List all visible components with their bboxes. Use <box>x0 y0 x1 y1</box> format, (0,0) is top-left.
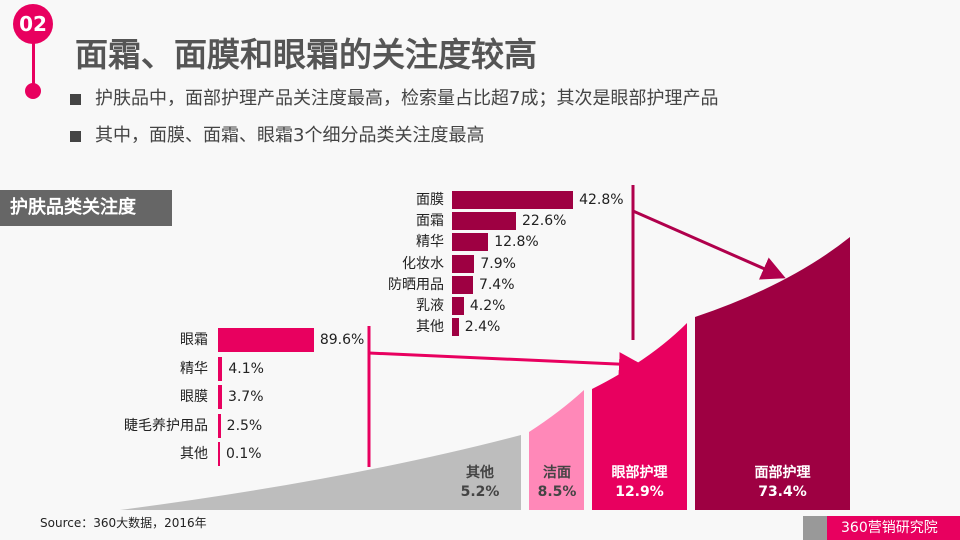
bar-row: 眼膜 3.7% <box>0 385 264 409</box>
bar-value: 0.1% <box>226 446 262 462</box>
bullet-text: 其中，面膜、面霜、眼霜3个细分品类关注度最高 <box>95 125 485 146</box>
bar <box>452 297 464 315</box>
bar-row: 睫毛养护用品 2.5% <box>0 413 262 438</box>
logo-gray-block <box>803 516 827 540</box>
bullet-2: 其中，面膜、面霜、眼霜3个细分品类关注度最高 <box>70 121 484 147</box>
bar-label: 眼膜 <box>180 389 208 405</box>
bar <box>218 413 221 438</box>
bar-row: 其他 0.1% <box>0 442 262 466</box>
bar-label: 面霜 <box>416 213 444 230</box>
bar-value: 12.8% <box>494 234 539 251</box>
bar <box>452 254 475 273</box>
bar <box>218 328 314 352</box>
bar-row: 其他 2.4% <box>0 317 500 337</box>
bar-row: 面霜 22.6% <box>0 211 566 231</box>
bar-row: 化妆水 7.9% <box>0 254 516 274</box>
area-segment-eye-care <box>592 323 687 510</box>
section-label: 护肤品类关注度 <box>0 190 172 226</box>
bar <box>452 191 574 209</box>
source-note: Source：360大数据，2016年 <box>40 516 207 530</box>
segment-label-other: 其他 5.2% <box>460 465 500 500</box>
bar-value: 2.5% <box>226 417 263 434</box>
bar-row: 精华 4.1% <box>0 356 264 381</box>
bar-value: 2.4% <box>464 319 501 336</box>
bar-value: 3.7% <box>227 389 264 405</box>
bar-label: 其他 <box>416 319 444 336</box>
brand-logo: 360营销研究院 <box>803 516 960 540</box>
section-number-badge: 02 <box>13 4 53 44</box>
bullet-square-icon <box>70 93 81 105</box>
bar-value: 42.8% <box>579 192 624 208</box>
bar-value: 89.6% <box>319 332 365 348</box>
area-segment-other <box>120 435 521 510</box>
bar-value: 22.6% <box>521 213 567 230</box>
bullet-text: 护肤品中，面部护理产品关注度最高，检索量占比超7成；其次是眼部护理产品 <box>95 88 719 109</box>
bar-label: 化妆水 <box>402 255 444 272</box>
bar <box>218 356 223 381</box>
bar-label: 面膜 <box>416 192 444 208</box>
bullet-1: 护肤品中，面部护理产品关注度最高，检索量占比超7成；其次是眼部护理产品 <box>70 84 718 110</box>
bar-label: 其他 <box>180 446 208 462</box>
bar-label: 乳液 <box>416 298 444 314</box>
bar-row: 眼霜 89.6% <box>0 328 364 352</box>
face-arrow <box>632 209 786 280</box>
bar <box>452 318 459 337</box>
bar-value: 4.2% <box>469 298 506 314</box>
pin-dot <box>25 83 41 99</box>
segment-label-face-care: 面部护理 73.4% <box>754 465 811 500</box>
bar-label: 眼霜 <box>180 332 208 348</box>
bar-label: 睫毛养护用品 <box>124 417 208 434</box>
bar-row: 精华 12.8% <box>0 232 539 252</box>
bar <box>218 385 222 409</box>
bar-row: 乳液 4.2% <box>0 296 505 316</box>
pin-line <box>32 42 35 86</box>
bar-label: 防晒用品 <box>388 276 444 293</box>
bar-value: 7.4% <box>478 276 515 293</box>
bullet-square-icon <box>70 130 81 142</box>
segment-label-cleanser: 洁面 8.5% <box>537 465 577 500</box>
eye-arrow <box>368 351 643 377</box>
page-title: 面霜、面膜和眼霜的关注度较高 <box>75 35 537 74</box>
bar-label: 精华 <box>416 234 444 251</box>
bar <box>218 442 220 466</box>
area-segment-face-care <box>695 237 850 510</box>
bar <box>452 275 473 294</box>
bar <box>452 212 516 231</box>
bar-row: 面膜 42.8% <box>0 190 624 210</box>
bar-row: 防晒用品 7.4% <box>0 275 515 295</box>
bar <box>452 233 489 252</box>
bar-value: 7.9% <box>480 255 516 272</box>
area-segment-cleanser <box>529 390 584 510</box>
bar-value: 4.1% <box>228 360 264 377</box>
segment-label-eye-care: 眼部护理 12.9% <box>611 465 668 500</box>
bar-label: 精华 <box>180 360 208 377</box>
